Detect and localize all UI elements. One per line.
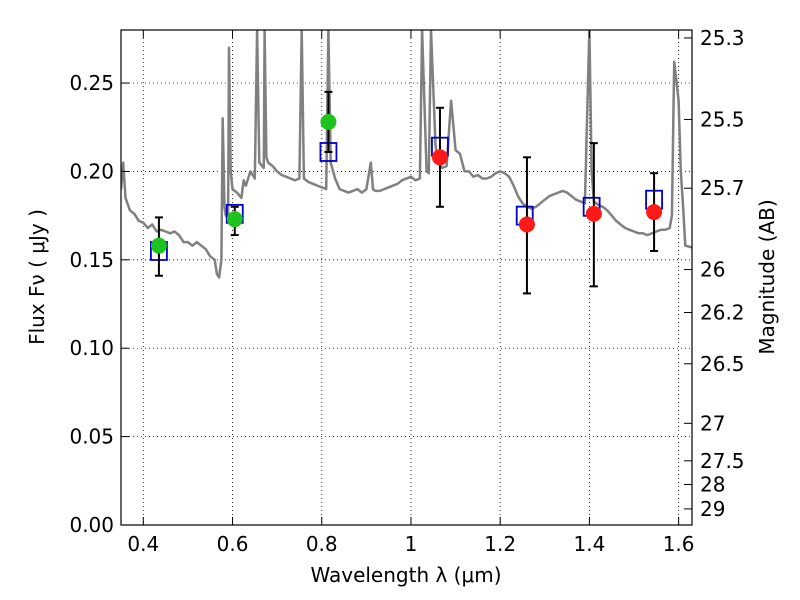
observed-green-point: [226, 211, 243, 228]
x-tick-label: 1: [405, 532, 418, 556]
x-tick-label: 0.4: [127, 532, 159, 556]
y-right-tick-label: 26.2: [700, 301, 745, 325]
y-right-tick-label: 25.7: [700, 176, 745, 200]
y-tick-label: 0.00: [69, 513, 114, 537]
y-right-tick-label: 26.5: [700, 352, 745, 376]
y-right-tick-label: 25.5: [700, 107, 745, 131]
data-markers: [150, 90, 663, 295]
axes: 0.4 0.6 0.8 1 1.2 1.4 1.6 0.00 0.05 0.10 0.15 0.20 0…: [69, 26, 744, 556]
observed-red-point: [646, 204, 663, 221]
y-right-axis-label: Magnitude (AB): [755, 199, 779, 354]
y-right-tick-label: 26: [700, 258, 725, 282]
observed-green-point: [320, 113, 337, 130]
y-axis-label: Flux Fν ( μJy ): [25, 209, 49, 345]
y-tick-label: 0.25: [69, 71, 114, 95]
x-tick-label: 1.2: [484, 532, 516, 556]
y-tick-label: 0.05: [69, 425, 114, 449]
y-tick-label: 0.10: [69, 336, 114, 360]
model-sed: [121, 30, 692, 279]
grid: [121, 30, 692, 526]
y-right-tick-label: 27.5: [700, 449, 745, 473]
model-sed-line: [121, 30, 692, 279]
observed-red-point: [431, 149, 448, 166]
plot-frame: [120, 29, 693, 526]
y-right-tick-label: 28: [700, 473, 725, 497]
x-tick-label: 0.8: [306, 532, 338, 556]
y-tick-label: 0.15: [69, 248, 114, 272]
y-tick-label: 0.20: [69, 159, 114, 183]
observed-green-point: [150, 237, 167, 254]
x-tick-label: 0.6: [217, 532, 249, 556]
y-right-tick-label: 25.3: [700, 26, 745, 50]
x-tick-label: 1.6: [663, 532, 695, 556]
x-axis-label: Wavelength λ (μm): [310, 563, 501, 587]
x-tick-label: 1.4: [573, 532, 605, 556]
observed-red-point: [585, 205, 602, 222]
y-right-tick-label: 29: [700, 497, 725, 521]
observed-red-point: [518, 216, 535, 233]
y-right-tick-label: 27: [700, 411, 725, 435]
